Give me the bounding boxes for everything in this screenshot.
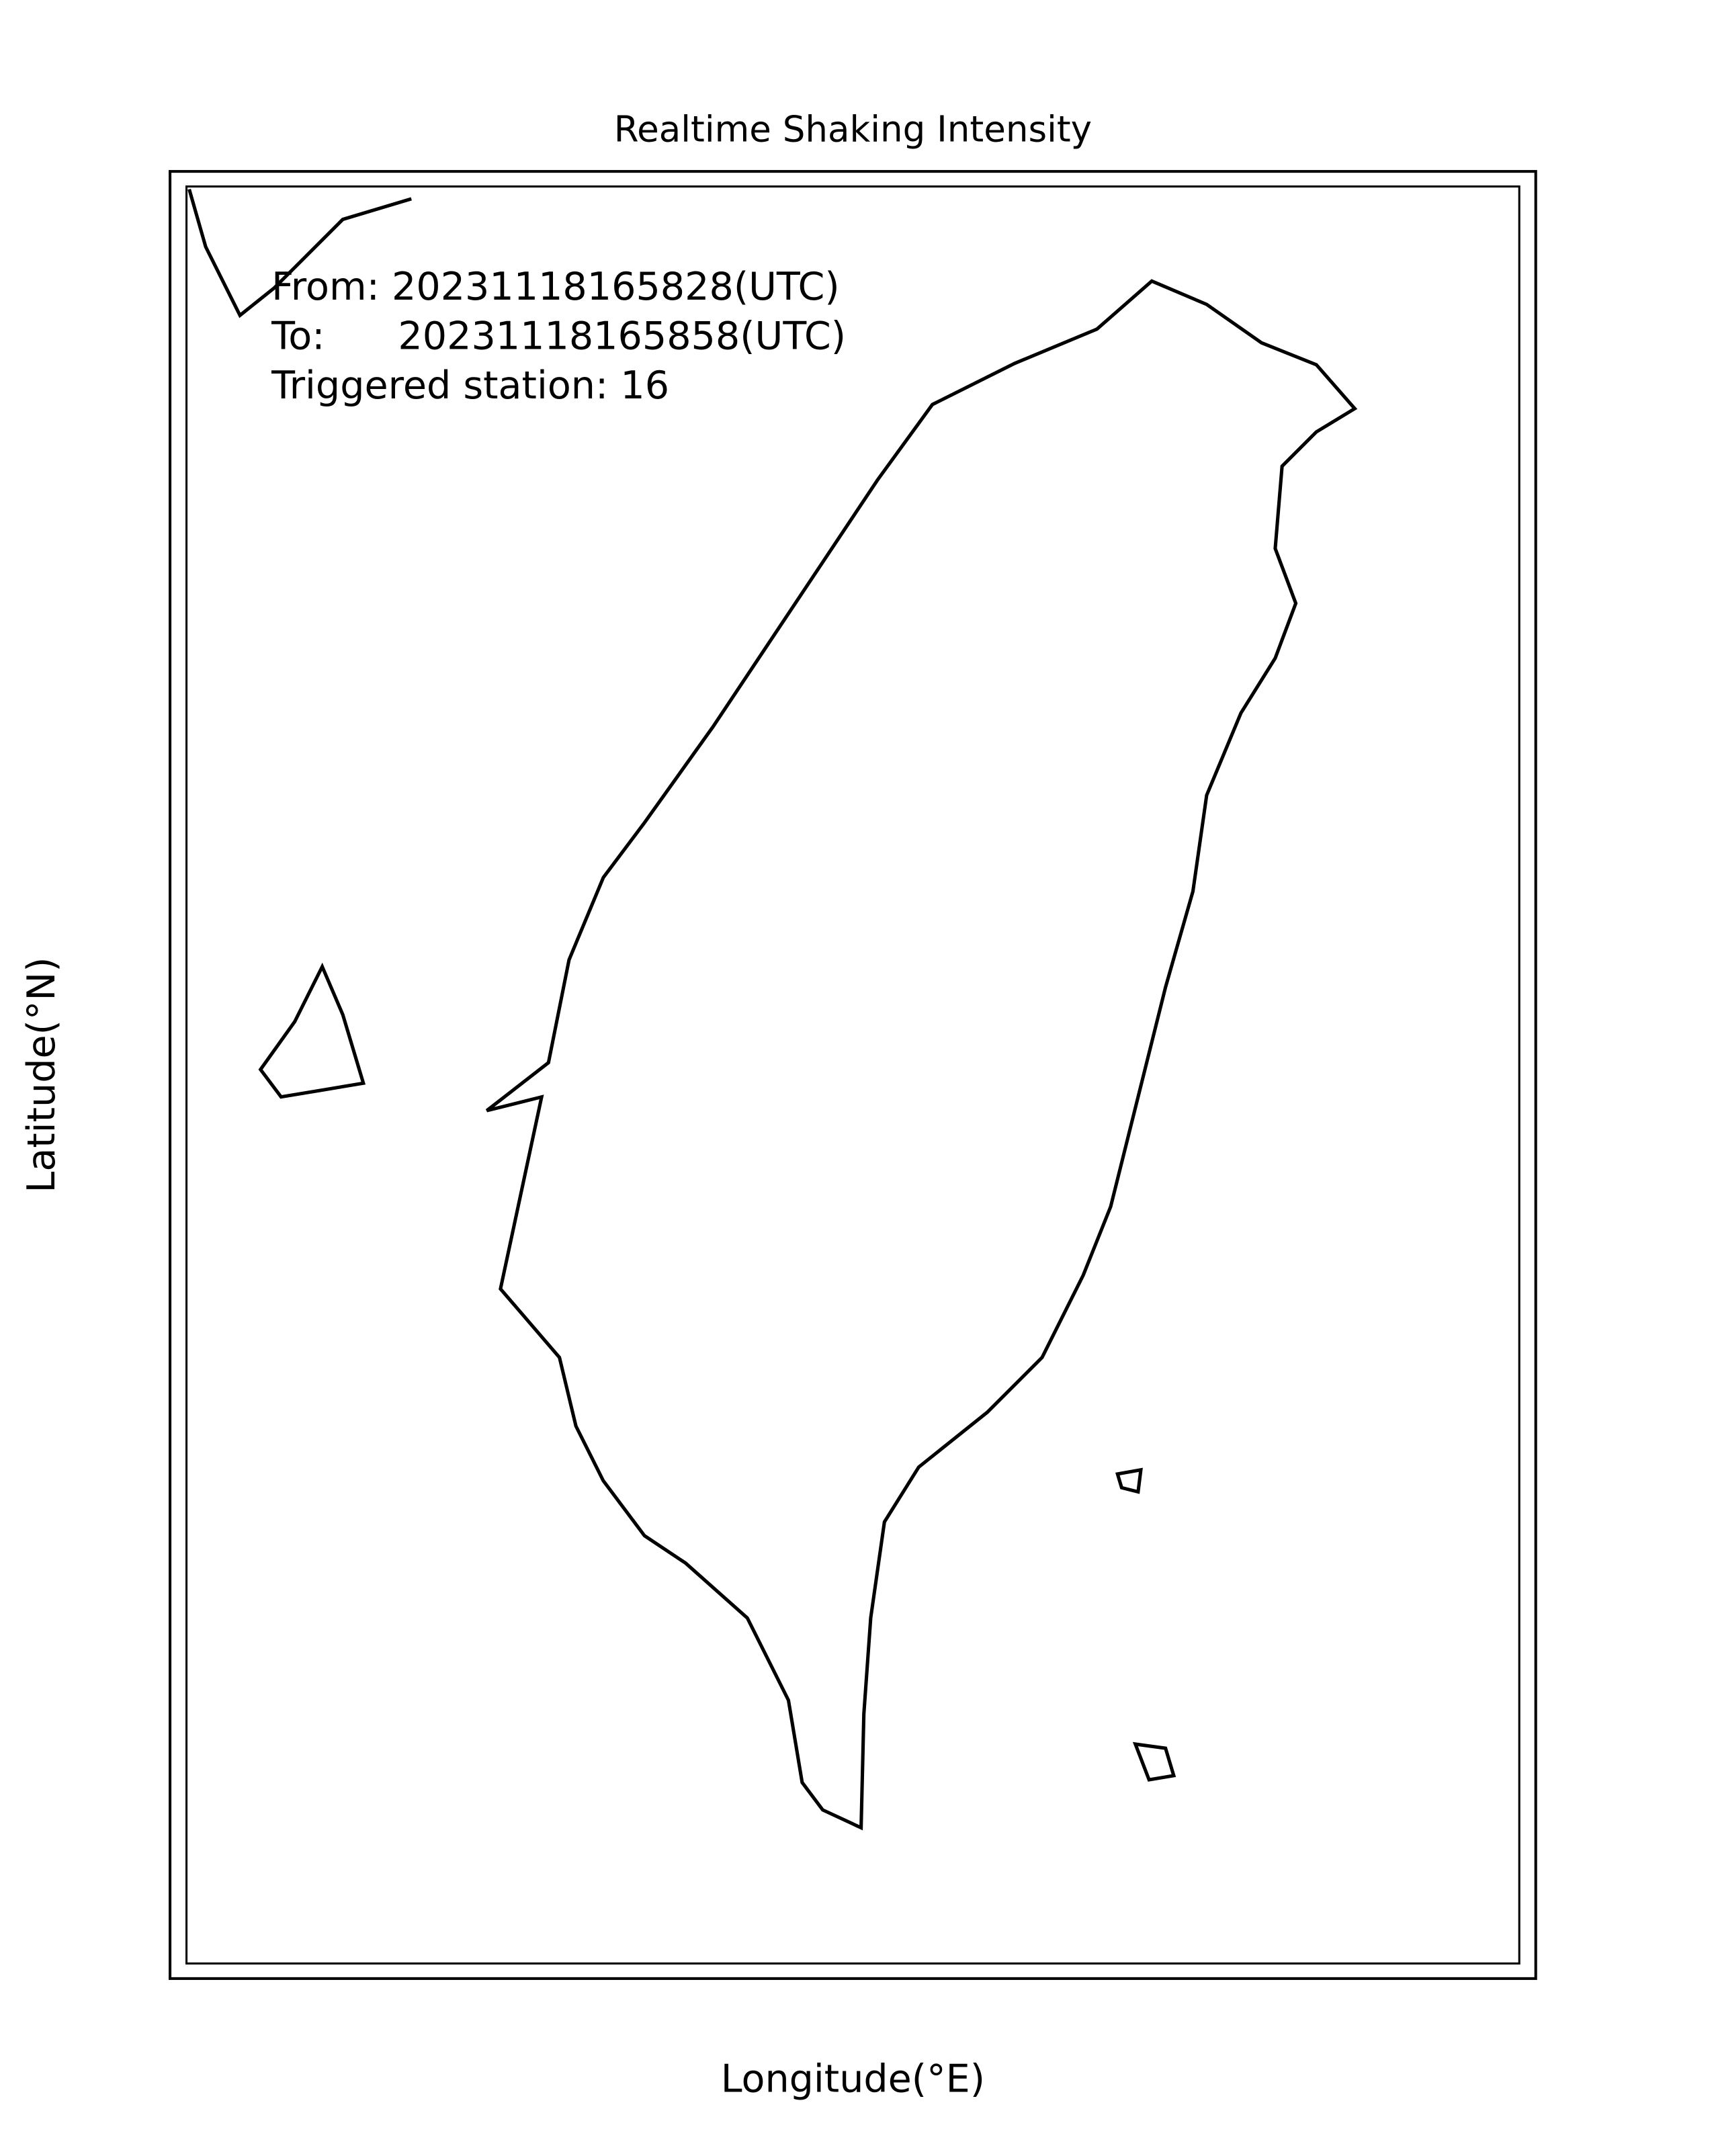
chart-title: Realtime Shaking Intensity: [614, 109, 1092, 150]
x-axis-label: Longitude(°E): [721, 2057, 985, 2102]
china-coast: [187, 188, 412, 318]
taiwan-coast: [485, 279, 1358, 1831]
annotation: Triggered station: 16: [271, 363, 669, 408]
annotation: From: 20231118165828(UTC): [271, 265, 840, 309]
green-island: [1115, 1467, 1143, 1494]
plot-frame: [169, 170, 1537, 1980]
annotation: To: 20231118165858(UTC): [271, 314, 846, 359]
penghu-islands: [258, 962, 366, 1099]
plot-inner-frame: [185, 185, 1520, 1965]
y-axis-label: Latitude(°N): [19, 957, 64, 1193]
coastline: [187, 188, 1358, 1831]
orchid-island: [1132, 1741, 1176, 1782]
